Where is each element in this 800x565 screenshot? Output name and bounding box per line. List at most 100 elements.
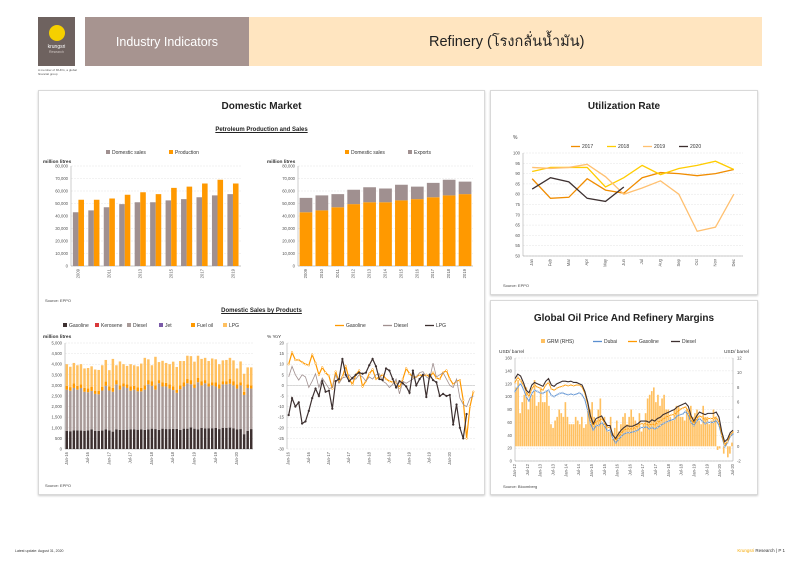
bar-production bbox=[140, 192, 146, 266]
bar-diesel bbox=[150, 385, 154, 429]
bar-exports bbox=[363, 187, 376, 203]
x-tick-label: Jan-18 bbox=[149, 451, 154, 464]
y-tick-label: 10,000 bbox=[282, 251, 295, 256]
bar-gasoline bbox=[104, 429, 108, 449]
x-tick-label: Nov bbox=[713, 258, 718, 266]
bar-fuel-oil bbox=[179, 385, 182, 390]
bar-fuel-oil bbox=[86, 388, 90, 393]
marker-dubai bbox=[676, 415, 679, 417]
legend-swatch bbox=[159, 323, 163, 327]
bar-grm bbox=[562, 416, 565, 447]
marker-lpg bbox=[317, 394, 321, 398]
bar-fuel-oil bbox=[161, 382, 164, 387]
marker-dubai bbox=[597, 424, 600, 427]
bar-gasoline bbox=[175, 428, 178, 449]
bar-grm bbox=[533, 380, 536, 447]
marker-lpg bbox=[371, 357, 374, 361]
marker-dubai bbox=[603, 424, 606, 427]
y-tick-label: 2,000 bbox=[52, 404, 63, 409]
bar-diesel bbox=[111, 391, 115, 432]
marker-gasoline bbox=[300, 360, 304, 364]
page-title: Refinery (โรงกลั่นน้ำมัน) bbox=[249, 17, 762, 66]
marker-gasoline bbox=[384, 377, 388, 381]
marker-gasoline bbox=[371, 368, 374, 371]
marker-dubai bbox=[698, 417, 701, 420]
bar-domestic-sales bbox=[395, 200, 408, 266]
legend-label: Gasoline bbox=[69, 323, 89, 329]
bar-gasoline bbox=[140, 429, 143, 449]
bar-grm bbox=[550, 424, 552, 447]
x-tick-label: 2015 bbox=[168, 268, 173, 278]
x-tick-label: Jan-13 bbox=[538, 463, 543, 476]
bar-fuel-oil bbox=[101, 386, 104, 391]
marker-lpg bbox=[458, 426, 462, 429]
marker-lpg bbox=[425, 395, 428, 399]
x-tick-label: Jul-20 bbox=[730, 463, 735, 475]
bar-fuel-oil bbox=[140, 387, 143, 392]
marker-lpg bbox=[435, 381, 438, 384]
x-tick-label: 2011 bbox=[107, 268, 112, 278]
marker-gasoline bbox=[368, 372, 371, 375]
y-tick-label: 70 bbox=[515, 212, 520, 217]
marker-gasoline bbox=[519, 379, 522, 382]
y-tick-label: -30 bbox=[278, 447, 285, 452]
marker-lpg bbox=[321, 380, 324, 383]
y-tick-label: 40,000 bbox=[282, 214, 295, 219]
y-tick-label: 4 bbox=[737, 414, 740, 419]
marker-gasoline bbox=[732, 431, 734, 433]
marker-dubai bbox=[583, 398, 586, 401]
bar-exports bbox=[315, 195, 329, 211]
x-tick-label: Jan-17 bbox=[640, 463, 645, 476]
bar-diesel bbox=[214, 386, 217, 429]
utilization-panel: Utilization Rate % 2017 2018 2019 2020 50 55 60… bbox=[490, 90, 758, 295]
marker-lpg bbox=[311, 396, 314, 400]
marker-lpg bbox=[388, 369, 391, 372]
bar-lpg bbox=[200, 358, 203, 382]
x-tick-label: Dec bbox=[731, 259, 736, 266]
x-tick-label: 2014 bbox=[383, 268, 388, 278]
y-tick-label: 500 bbox=[55, 436, 63, 441]
marker-dubai bbox=[656, 426, 659, 429]
marker-lpg bbox=[452, 423, 455, 426]
bar-domestic-sales bbox=[299, 212, 313, 266]
bar-gasoline bbox=[182, 428, 186, 449]
x-tick-label: Jul-17 bbox=[128, 451, 133, 463]
marker-dubai bbox=[692, 424, 695, 427]
marker-gasoline bbox=[709, 417, 712, 420]
bar-grm bbox=[572, 424, 575, 447]
marker-gasoline bbox=[401, 377, 404, 381]
source-utilization: Source: EPPO bbox=[503, 283, 530, 288]
marker-gasoline bbox=[324, 371, 327, 374]
logo-mark-icon bbox=[48, 25, 65, 41]
bar-production bbox=[202, 183, 208, 266]
bar-lpg bbox=[65, 364, 69, 386]
y-tick-label: 0 bbox=[282, 383, 285, 388]
marker-gasoline bbox=[656, 421, 659, 424]
bar-grm bbox=[646, 398, 649, 447]
marker-dubai bbox=[681, 413, 684, 415]
x-tick-label: Jul-16 bbox=[85, 451, 90, 463]
marker-dubai bbox=[544, 390, 547, 393]
bar-gasoline bbox=[246, 430, 249, 449]
marker-gasoline bbox=[297, 358, 300, 362]
bar-grm bbox=[640, 431, 643, 447]
y-axis-title: million litres bbox=[43, 334, 72, 340]
bar-domestic-sales bbox=[458, 194, 472, 266]
bar-domestic-sales bbox=[410, 199, 424, 266]
bar-exports bbox=[395, 184, 408, 201]
bar-grm bbox=[727, 446, 729, 458]
bar-gasoline bbox=[97, 430, 100, 449]
marker-dubai bbox=[642, 426, 645, 429]
marker-gasoline bbox=[712, 417, 715, 420]
bar-diesel bbox=[203, 383, 207, 429]
marker-gasoline bbox=[667, 415, 670, 417]
marker-gasoline bbox=[418, 373, 421, 376]
line-dubai bbox=[514, 382, 734, 448]
bar-grm bbox=[706, 416, 709, 447]
marker-dubai bbox=[662, 422, 665, 425]
x-tick-label: Jan-15 bbox=[589, 463, 594, 476]
bar-grm bbox=[521, 402, 524, 447]
bar-lpg bbox=[189, 356, 193, 381]
marker-dubai bbox=[525, 395, 528, 398]
x-tick-label: Jul-19 bbox=[704, 463, 709, 475]
